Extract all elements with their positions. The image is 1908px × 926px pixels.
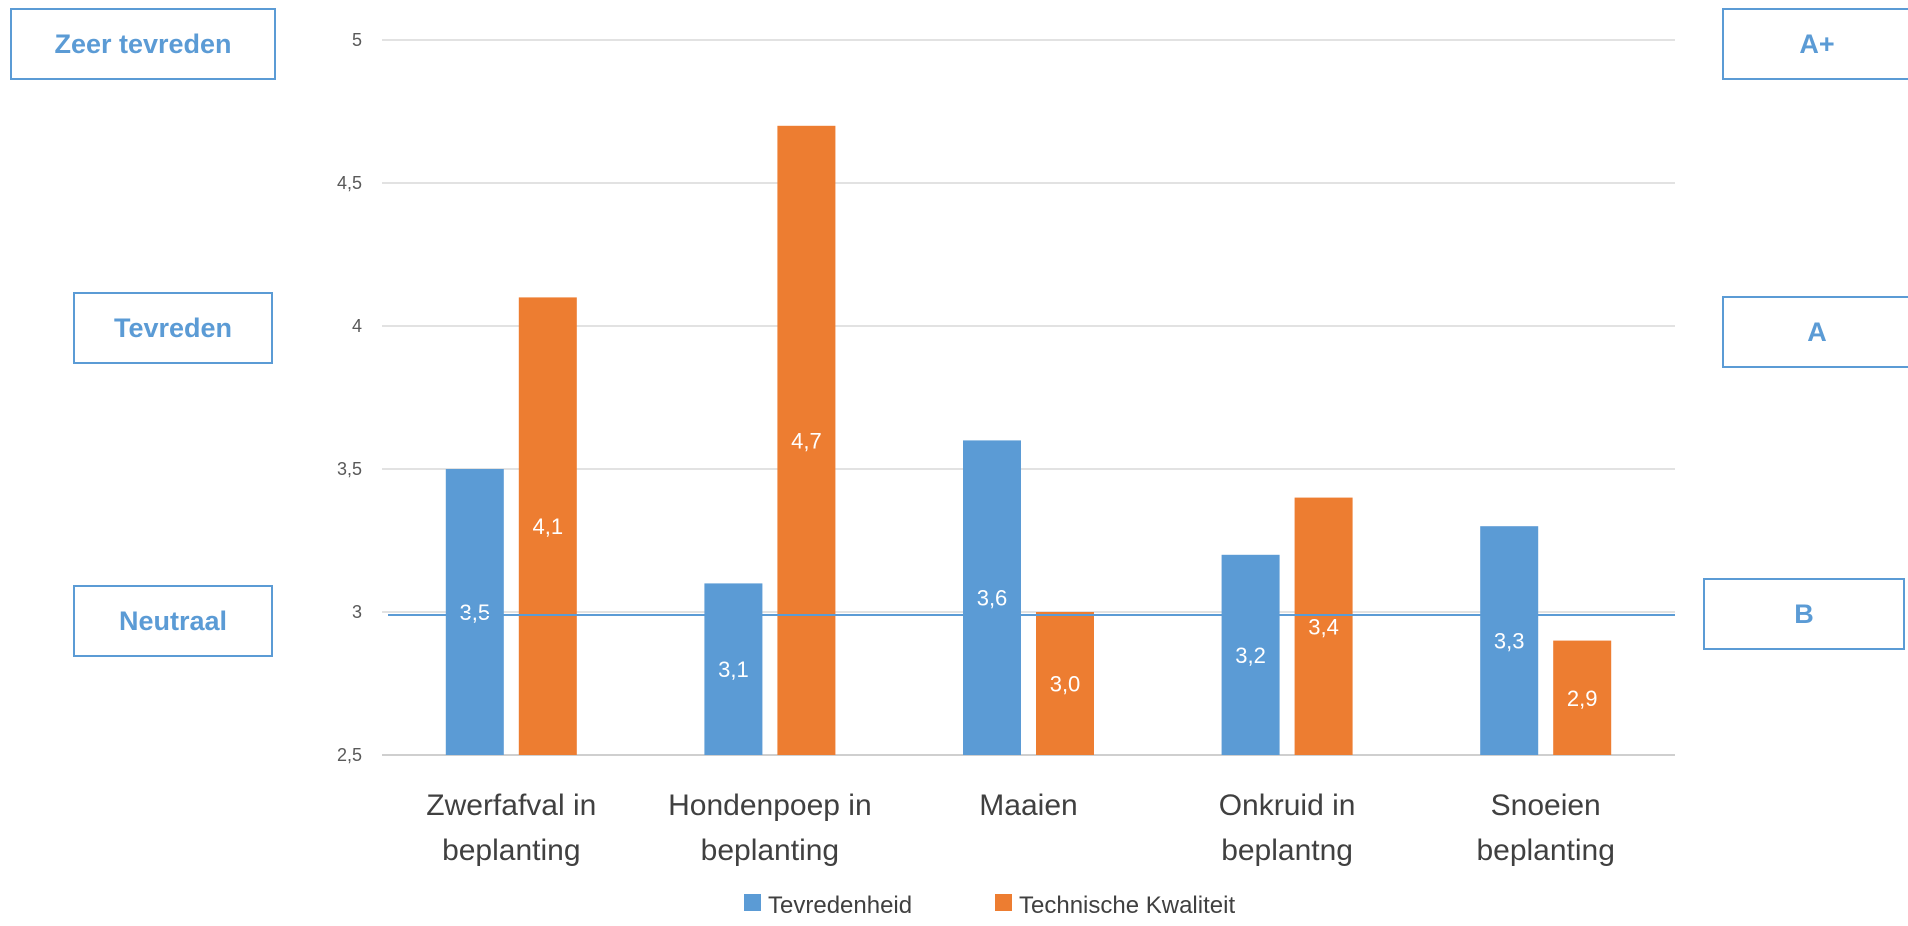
data-label: 4,1 [533, 514, 564, 539]
bar-tevredenheid [963, 440, 1021, 755]
bar-technische-kwaliteit [1553, 640, 1612, 755]
data-label: 3,2 [1235, 643, 1266, 668]
legend-swatch [744, 894, 761, 911]
category-label: Maaien [979, 789, 1077, 822]
data-label: 4,7 [791, 428, 822, 453]
category-label: Zwerfafval in beplanting [426, 789, 596, 867]
y-tick-label: 5 [352, 30, 362, 50]
bar-tevredenheid [1480, 526, 1539, 755]
data-label: 3,3 [1494, 629, 1525, 654]
legend-label: Tevredenheid [768, 892, 912, 919]
bar-tevredenheid [1221, 554, 1280, 755]
bar-technische-kwaliteit [1294, 497, 1353, 755]
data-label: 2,9 [1567, 686, 1598, 711]
bar-tevredenheid [445, 469, 504, 755]
y-tick-label: 4,5 [337, 173, 362, 193]
label-a: A [1722, 296, 1908, 368]
bar-technische-kwaliteit [518, 297, 577, 755]
data-label: 3,6 [977, 586, 1008, 611]
y-tick-label: 3,5 [337, 459, 362, 479]
label-zeer-tevreden: Zeer tevreden [10, 8, 276, 80]
category-label: Snoeien beplanting [1476, 789, 1614, 867]
label-b: B [1703, 578, 1905, 650]
y-tick-label: 2,5 [337, 745, 362, 765]
y-tick-label: 4 [352, 316, 362, 336]
label-neutraal: Neutraal [73, 585, 273, 657]
label-tevreden: Tevreden [73, 292, 273, 364]
bar-tevredenheid [704, 583, 763, 755]
data-label: 3,4 [1308, 614, 1339, 639]
bar-technische-kwaliteit [777, 125, 836, 756]
category-label: Onkruid in beplantng [1219, 789, 1356, 867]
y-tick-label: 3 [352, 602, 362, 622]
bar-technische-kwaliteit [1036, 612, 1094, 755]
data-label: 3,5 [460, 600, 491, 625]
legend-label: Technische Kwaliteit [1019, 892, 1235, 919]
label-a-plus: A+ [1722, 8, 1908, 80]
data-label: 3,1 [718, 657, 749, 682]
legend-swatch [995, 894, 1012, 911]
data-label: 3,0 [1050, 672, 1081, 697]
category-label: Hondenpoep in beplanting [668, 789, 872, 867]
